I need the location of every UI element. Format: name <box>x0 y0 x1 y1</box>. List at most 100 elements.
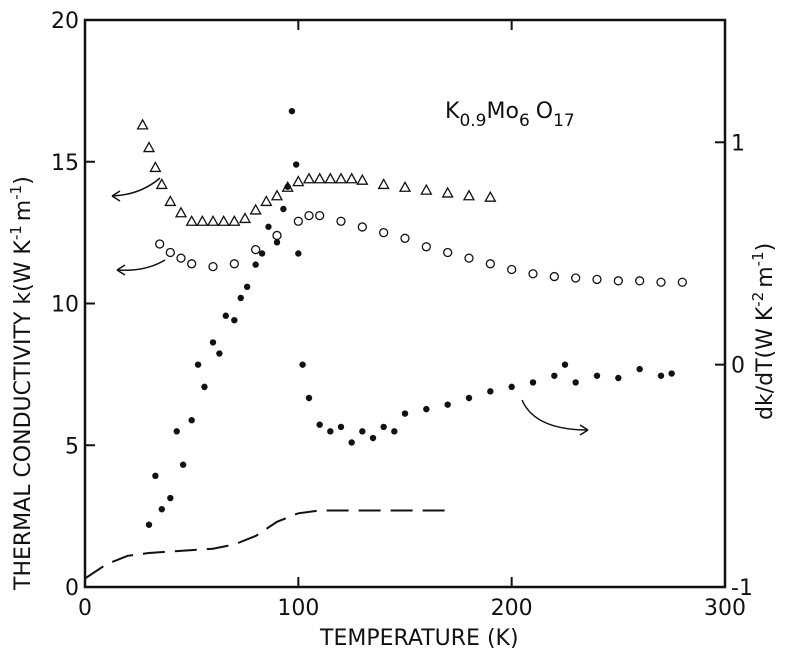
label-part: m <box>11 200 36 221</box>
triangle-point <box>345 172 358 184</box>
arrow <box>111 177 161 197</box>
triangle-point <box>334 172 348 184</box>
circle-point <box>187 259 197 269</box>
triangle-point <box>313 172 326 184</box>
dot-point <box>201 383 208 391</box>
dot-point <box>265 223 272 230</box>
dashed-line <box>84 509 448 580</box>
circle-point <box>251 244 261 255</box>
dot-point <box>657 372 665 379</box>
triangle-point <box>441 186 454 198</box>
x-tick-label: 200 <box>491 596 533 621</box>
circle-point <box>293 216 303 226</box>
dot-point <box>305 394 313 402</box>
label-part: -1 <box>7 185 25 200</box>
dot-point <box>337 423 345 431</box>
dot-point <box>152 472 159 480</box>
dot-point <box>551 372 558 379</box>
dot-point <box>636 365 643 373</box>
arrow-head <box>579 424 589 436</box>
triangle-point <box>324 172 337 184</box>
triangle-point <box>292 175 305 187</box>
dot-point <box>173 428 180 435</box>
arrow-head <box>116 264 126 276</box>
dot-point <box>401 410 409 417</box>
circle-point <box>400 233 410 243</box>
triangle-point <box>356 173 369 185</box>
dot-point <box>216 350 223 357</box>
dot-point <box>188 417 195 424</box>
dot-point <box>258 250 266 257</box>
dot-point <box>561 361 569 368</box>
circle-point <box>304 210 314 221</box>
dot-point <box>444 401 451 408</box>
dot-point <box>158 505 165 513</box>
dot-point <box>380 423 387 431</box>
dot-point <box>391 428 398 435</box>
dot-point <box>222 312 229 319</box>
arrow <box>521 399 589 431</box>
label-part: dk/dT(W K <box>753 306 778 420</box>
triangle-point <box>238 212 252 224</box>
y2-tick-label: 1 <box>731 131 745 156</box>
circle-point <box>165 247 175 258</box>
triangle-point <box>484 190 497 202</box>
circle-point <box>571 273 581 283</box>
circle-point <box>272 230 282 241</box>
dot-point <box>299 361 306 368</box>
y2-tick-label: -1 <box>731 576 753 601</box>
circle-point <box>656 277 666 287</box>
dot-point <box>615 374 622 382</box>
y-tick-label: 20 <box>51 9 79 34</box>
triangle-point <box>149 161 162 173</box>
circle-point <box>208 261 218 272</box>
label-part: m <box>753 266 778 287</box>
y2-axis-label: dk/dT(W K-2 m-1) <box>749 243 778 420</box>
dot-point <box>668 370 675 377</box>
label-part: -2 <box>749 292 767 307</box>
dot-point <box>316 421 323 428</box>
triangle-point <box>185 214 198 226</box>
y2-tick-label: 0 <box>731 354 745 379</box>
circle-point <box>443 247 453 258</box>
annotation-part: Mo <box>486 99 518 124</box>
triangle-point <box>174 206 188 218</box>
triangle-point <box>206 214 220 226</box>
circle-point <box>176 253 186 263</box>
circle-point <box>357 222 367 232</box>
circle-point <box>315 210 325 221</box>
x-tick-label: 0 <box>78 596 92 621</box>
dot-point <box>231 316 238 324</box>
annotation-part: 0.9 <box>459 111 486 131</box>
circle-point <box>677 277 687 287</box>
dot-point <box>359 428 366 435</box>
circle-point <box>421 242 431 252</box>
dot-point <box>194 361 202 368</box>
dot-point <box>487 388 494 395</box>
circle-point <box>528 269 538 279</box>
triangle-point <box>420 183 433 195</box>
dot-point <box>465 394 473 402</box>
circle-point <box>485 259 495 269</box>
x-axis-label: TEMPERATURE (K) <box>319 626 519 650</box>
dot-point <box>572 379 579 386</box>
triangle-point <box>155 178 168 190</box>
triangle-point <box>249 203 262 215</box>
circle-point <box>549 271 559 282</box>
y-tick-label: 15 <box>51 151 79 176</box>
dot-point <box>288 107 296 115</box>
dot-point <box>237 294 244 302</box>
circle-point <box>592 274 602 285</box>
triangle-point <box>302 172 316 184</box>
triangle-point <box>164 195 177 207</box>
dot-point <box>243 283 251 291</box>
dot-point <box>252 261 259 268</box>
circle-point <box>613 276 623 286</box>
circle-point <box>229 259 239 269</box>
annotation-part: 6 <box>519 111 530 131</box>
dot-point <box>593 372 601 379</box>
triangle-point <box>377 178 390 190</box>
dot-point <box>273 239 281 246</box>
dot-point <box>167 494 174 502</box>
dot-point <box>348 439 355 446</box>
